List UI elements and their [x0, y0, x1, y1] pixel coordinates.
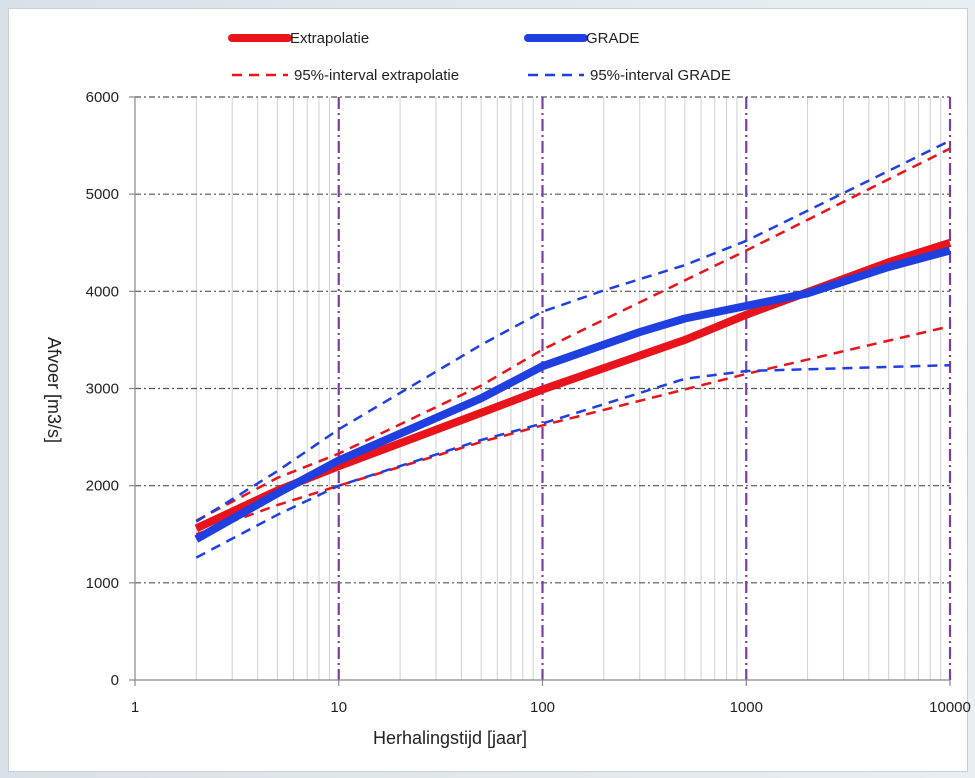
interval-line-95-interval-grade [195, 139, 951, 523]
y-tick-label: 2000 [86, 478, 119, 495]
legend-label: 95%-interval GRADE [590, 67, 731, 84]
y-tick-label: 5000 [86, 186, 119, 203]
y-tick-label: 6000 [86, 89, 119, 106]
interval-line-95-interval-extrapolatie [195, 147, 951, 522]
y-tick-label: 0 [111, 672, 119, 689]
y-axis-label: Afvoer [m3/s] [44, 337, 64, 443]
series-group [194, 139, 952, 559]
y-tick-label: 1000 [86, 575, 119, 592]
series-line-grade [194, 246, 952, 543]
tick-labels: 0 1000 2000 3000 4000 5000 6000 1 10 100 1000 10000 [86, 89, 971, 716]
axes [129, 96, 951, 686]
x-tick-label: 10 [330, 699, 347, 716]
y-tick-label: 4000 [86, 283, 119, 300]
interval-line-95-interval-grade [195, 363, 951, 559]
legend-label: 95%-interval extrapolatie [294, 67, 459, 84]
x-axis-label: Herhalingstijd [jaar] [373, 728, 527, 748]
legend-label: Extrapolatie [290, 30, 369, 47]
x-tick-label: 10000 [929, 699, 971, 716]
x-tick-label: 1 [131, 699, 139, 716]
y-tick-label: 3000 [86, 381, 119, 398]
x-tick-label: 100 [530, 699, 555, 716]
interval-line-95-interval-extrapolatie [195, 325, 951, 536]
legend: Extrapolatie GRADE 95%-interval extrapolat… [228, 30, 731, 84]
legend-label: GRADE [586, 30, 639, 47]
x-tick-label: 1000 [730, 699, 763, 716]
